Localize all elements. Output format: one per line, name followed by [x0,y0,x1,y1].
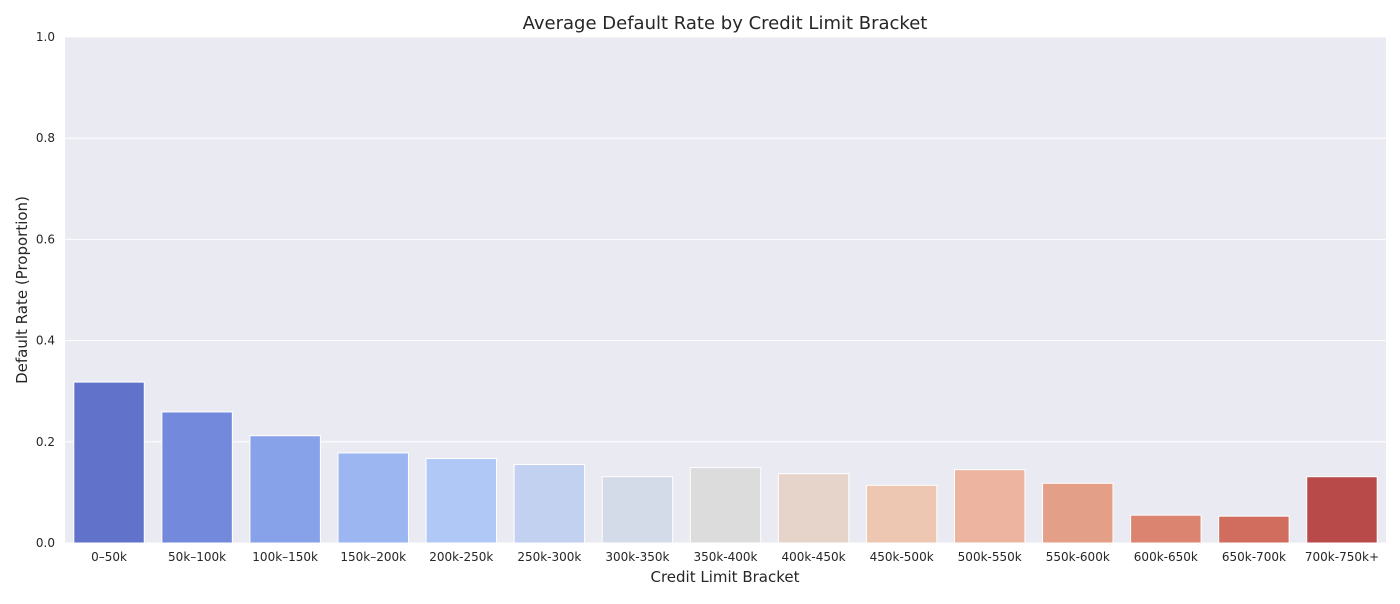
bar-4 [337,452,409,544]
y-tick-label: 0.6 [36,232,55,246]
chart-title: Average Default Rate by Credit Limit Bra… [523,13,928,34]
bar-6 [513,464,586,544]
y-tick-label: 0.4 [36,334,55,348]
bar-9 [777,473,850,544]
bar-8 [689,467,762,544]
bar-12 [1042,482,1114,544]
bar-15 [1306,476,1378,544]
x-tick-label: 250k-300k [517,550,581,564]
y-tick-label: 0.2 [36,435,55,449]
x-axis-title: Credit Limit Bracket [651,568,800,586]
bar-5 [425,457,498,544]
y-tick-label: 0.8 [36,131,55,145]
x-tick-label: 700k-750k+ [1305,550,1379,564]
x-tick-label: 400k-450k [782,550,846,564]
y-axis-title: Default Rate (Proportion) [13,196,31,384]
x-tick-label: 550k-600k [1046,550,1110,564]
bar-14 [1218,515,1290,544]
bar-10 [865,484,938,544]
bar-1 [73,381,145,544]
x-tick-label: 50k–100k [168,550,226,564]
x-tick-label: 150k–200k [340,550,406,564]
y-tick-label: 1.0 [36,30,55,44]
bar-13 [1130,514,1202,544]
x-tick-label: 450k-500k [870,550,934,564]
x-tick-label: 300k-350k [605,550,669,564]
bar-7 [601,476,674,544]
x-tick-label: 200k-250k [429,550,493,564]
x-tick-label: 100k–150k [252,550,318,564]
x-tick-label: 600k-650k [1134,550,1198,564]
y-tick-label: 0.0 [36,536,55,550]
x-tick-label: 500k-550k [958,550,1022,564]
x-tick-label: 350k-400k [693,550,757,564]
x-tick-label: 0–50k [91,550,127,564]
bar-11 [953,469,1026,544]
x-tick-label: 650k-700k [1222,550,1286,564]
bar-2 [161,411,233,544]
bar-3 [249,435,321,544]
